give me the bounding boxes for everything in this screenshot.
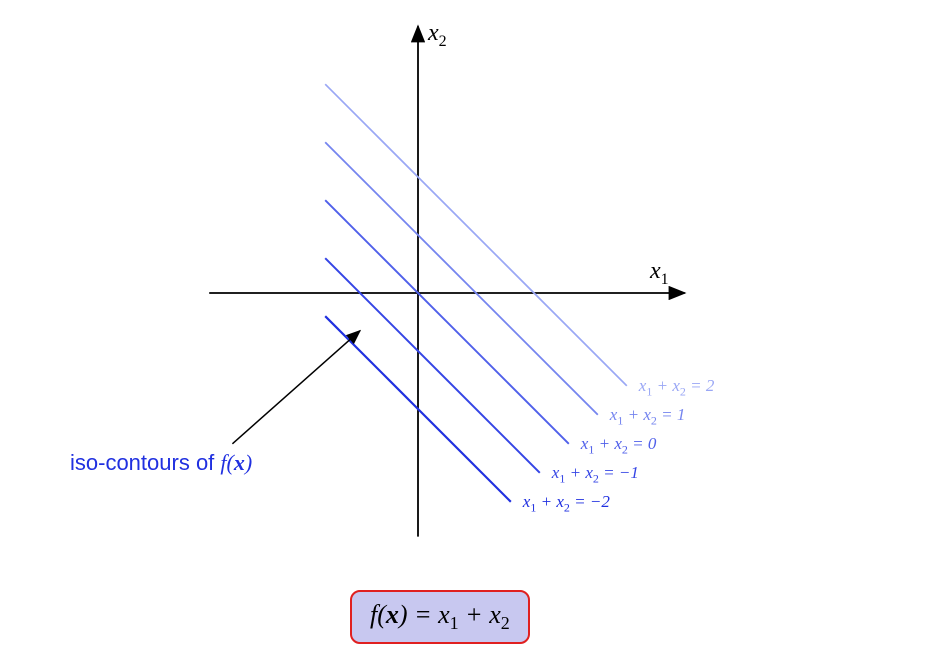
contour-plot (0, 0, 934, 560)
contour-label: x1 + x2 = -2x1 + x2 = −2 (523, 492, 610, 515)
contour-line (325, 200, 569, 444)
annotation-prefix: iso-contours of (70, 450, 220, 475)
axes (209, 26, 685, 536)
iso-contour-annotation: iso-contours of f(x) (70, 450, 252, 476)
contour-label: x1 + x2 = 0x1 + x2 = 0 (581, 434, 657, 457)
contour-label: x1 + x2 = 2x1 + x2 = 2 (639, 376, 715, 399)
contour-label: x1 + x2 = -1x1 + x2 = −1 (552, 463, 639, 486)
y-axis-label: x2 x2 (428, 20, 447, 51)
annotation-math: f(x) (220, 450, 252, 475)
contour-line (325, 142, 598, 415)
formula-box: f(x) = x1 + x2 f(x) = x1 + x2 (350, 590, 530, 644)
annotation-arrow (232, 331, 360, 444)
contour-line (325, 258, 540, 473)
contour-line (325, 84, 627, 386)
contour-label: x1 + x2 = 1x1 + x2 = 1 (610, 405, 686, 428)
x-axis-label: x1 x1 (650, 258, 669, 289)
